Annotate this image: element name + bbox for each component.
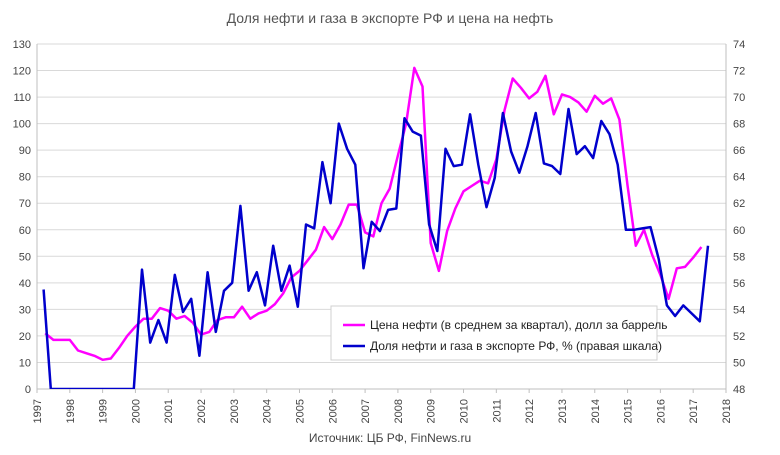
- x-tick-label: 2004: [262, 399, 274, 423]
- x-tick-label: 2002: [196, 399, 208, 423]
- x-tick-label: 2015: [623, 399, 635, 423]
- x-tick-label: 1997: [32, 399, 44, 423]
- x-tick-label: 2011: [491, 399, 503, 423]
- x-tick-label: 2016: [655, 399, 667, 423]
- y-right-tick-label: 74: [733, 39, 745, 51]
- x-tick-label: 2003: [229, 399, 241, 423]
- series-line-oil-price: [44, 66, 703, 362]
- x-tick-label: 2005: [294, 399, 306, 423]
- grid-lines: [37, 43, 726, 390]
- x-tick-label: 2010: [459, 399, 471, 423]
- x-tick-label: 2014: [590, 399, 602, 423]
- y-left-tick-label: 110: [13, 92, 31, 104]
- y-right-tick-label: 64: [733, 172, 745, 184]
- y-left-tick-label: 30: [19, 304, 31, 316]
- y-left-tick-label: 120: [13, 66, 31, 78]
- chart-title: Доля нефти и газа в экспорте РФ и цена н…: [227, 10, 554, 26]
- y-right-tick-label: 50: [733, 357, 745, 369]
- y-left-tick-label: 60: [19, 225, 31, 237]
- series-line-share: [42, 107, 710, 389]
- y-right-tick-label: 56: [733, 278, 745, 290]
- x-tick-label: 1999: [98, 399, 110, 423]
- x-tick-label: 2009: [426, 399, 438, 423]
- y-right-tick-label: 72: [733, 66, 745, 78]
- legend-label-oil-price: Цена нефти (в среднем за квартал), долл …: [370, 318, 668, 332]
- y-right-tick-label: 48: [733, 384, 745, 396]
- y-right-tick-label: 68: [733, 119, 745, 131]
- legend: Цена нефти (в среднем за квартал), долл …: [330, 305, 668, 361]
- x-tick-label: 2012: [524, 399, 536, 423]
- y-left-tick-label: 40: [19, 278, 31, 290]
- x-tick-label: 2007: [360, 399, 372, 423]
- y-left-tick-label: 90: [19, 145, 31, 157]
- y-right-tick-label: 66: [733, 145, 745, 157]
- x-tick-label: 1998: [65, 399, 77, 423]
- y-left-tick-label: 20: [19, 331, 31, 343]
- axes: [36, 44, 727, 393]
- legend-box: [330, 305, 658, 361]
- x-tick-label: 2017: [688, 399, 700, 423]
- y-left-tick-label: 80: [19, 172, 31, 184]
- y-left-tick-label: 50: [19, 251, 31, 263]
- y-right-tick-label: 58: [733, 251, 745, 263]
- y-right-tick-label: 52: [733, 331, 745, 343]
- y-right-tick-label: 54: [733, 304, 745, 316]
- x-tick-label: 2018: [721, 399, 733, 423]
- y-left-tick-label: 0: [25, 384, 31, 396]
- x-tick-label: 2008: [393, 399, 405, 423]
- x-tick-label: 2000: [130, 399, 142, 423]
- y-right-tick-label: 62: [733, 198, 745, 210]
- y-left-tick-label: 10: [19, 357, 31, 369]
- x-tick-label: 2006: [327, 399, 339, 423]
- y-left-tick-label: 100: [13, 119, 31, 131]
- source-note: Источник: ЦБ РФ, FinNews.ru: [309, 431, 471, 445]
- y-left-tick-label: 70: [19, 198, 31, 210]
- tick-labels: 0 10 20 30 40 50 60 70 80 90 100 110 120 130 48 50 52 54 5…: [13, 39, 746, 423]
- y-right-tick-label: 70: [733, 92, 745, 104]
- legend-label-share: Доля нефти и газа в экспорте РФ, % (прав…: [370, 339, 662, 353]
- series-layer: [42, 66, 710, 389]
- y-right-tick-label: 60: [733, 225, 745, 237]
- x-tick-label: 2001: [163, 399, 175, 423]
- x-tick-label: 2013: [557, 399, 569, 423]
- y-left-tick-label: 130: [13, 39, 31, 51]
